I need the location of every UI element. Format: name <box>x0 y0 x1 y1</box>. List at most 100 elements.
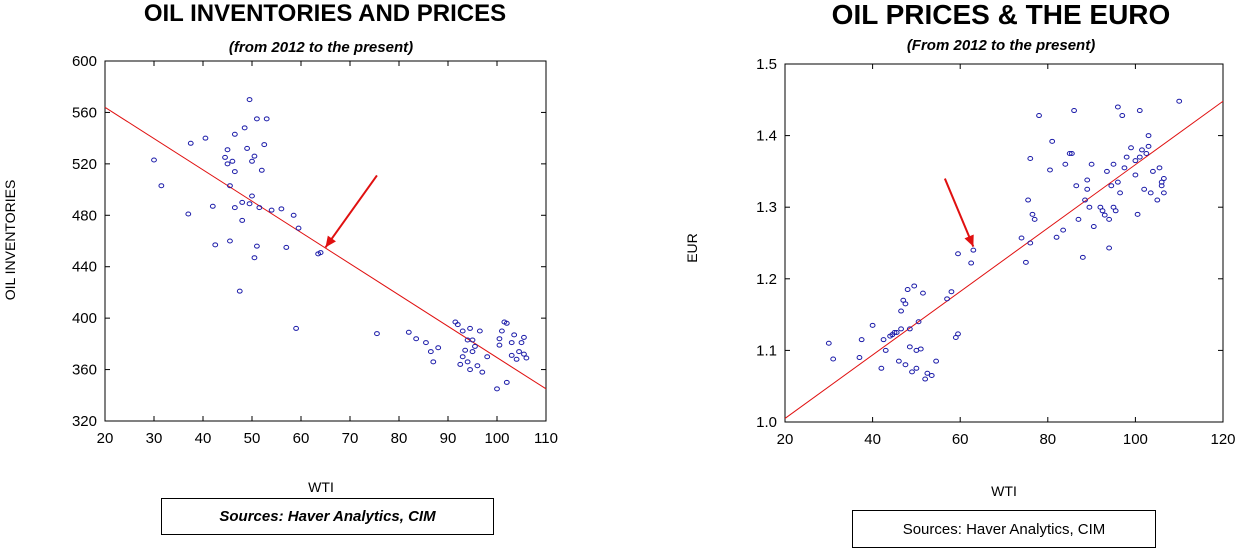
chart1-data-point <box>516 349 522 355</box>
chart1-x-tick-label: 60 <box>293 430 310 447</box>
chart2-x-axis-label: WTI <box>991 483 1017 499</box>
chart2-data-point <box>944 296 950 302</box>
chart2-arrow-shaft <box>943 178 975 247</box>
chart2-x-tick-label: 100 <box>1123 431 1148 448</box>
chart1-y-tick-label: 320 <box>72 413 97 430</box>
chart2-x-tick-label: 40 <box>864 431 881 448</box>
chart1-data-point <box>227 183 233 189</box>
chart1-data-point <box>479 369 486 375</box>
chart2-data-point <box>933 358 940 364</box>
chart1-data-point <box>249 193 255 199</box>
chart2-data-point <box>1084 186 1091 192</box>
chart2-data-point <box>1150 168 1156 174</box>
chart2-data-point <box>1101 212 1108 218</box>
chart2-data-point <box>1060 227 1067 233</box>
chart2-data-point <box>1066 151 1073 156</box>
chart1-y-axis-label: OIL INVENTORIES <box>2 180 18 301</box>
chart2-data-point <box>1075 216 1082 222</box>
chart2-data-point <box>1136 108 1143 114</box>
chart1-data-point <box>246 97 253 103</box>
chart1-data-point <box>239 199 246 205</box>
chart2-data-point <box>1132 172 1139 178</box>
chart2-data-point <box>1027 240 1034 246</box>
chart1-data-point <box>244 145 251 151</box>
chart2-data-point <box>1176 98 1183 104</box>
chart1-data-point <box>513 356 520 362</box>
chart2-data-point <box>917 346 924 352</box>
chart2-data-point <box>920 290 926 296</box>
chart2-data-point <box>1136 154 1143 160</box>
chart1-x-tick-label: 110 <box>534 430 558 447</box>
chart1-x-axis-label: WTI <box>308 479 334 495</box>
chart1-data-point <box>158 183 165 189</box>
chart1-data-point <box>499 328 505 334</box>
chart1-data-point <box>508 340 515 346</box>
chart2-data-point <box>869 322 876 328</box>
chart1-data-point <box>227 238 233 244</box>
chart1-data-point <box>518 340 525 346</box>
chart1-y-tick-label: 600 <box>72 53 97 70</box>
chart1-x-tick-label: 100 <box>484 430 509 447</box>
chart2-data-point <box>1023 259 1029 265</box>
chart2-data-point <box>968 260 975 266</box>
chart1-data-point <box>290 212 297 218</box>
chart2-plot-frame <box>784 63 1224 423</box>
chart2-data-point <box>1053 234 1060 240</box>
chart1-data-point <box>317 250 324 256</box>
chart2-data-point <box>915 319 922 325</box>
chart1-data-point <box>459 354 466 360</box>
chart1-data-point <box>521 334 527 340</box>
chart1-data-point <box>503 379 510 385</box>
chart1-data-point <box>374 331 380 337</box>
chart1-data-point <box>187 140 194 146</box>
chart2-data-point <box>906 344 913 350</box>
chart2-data-point <box>1143 151 1150 156</box>
chart1-y-tick-label: 440 <box>72 259 97 276</box>
chart2-data-point <box>1112 208 1119 214</box>
chart2-source-box: Sources: Haver Analytics, CIM <box>852 510 1156 548</box>
chart1-data-point <box>268 207 275 213</box>
chart1-data-point <box>209 203 216 209</box>
chart2-data-point <box>1071 108 1077 114</box>
chart1-data-point <box>405 329 412 335</box>
chart1-x-tick-label: 20 <box>97 430 114 447</box>
chart2-data-point <box>878 365 885 371</box>
chart1-data-point <box>474 363 481 369</box>
chart2-data-point <box>1047 167 1053 173</box>
chart1-data-point <box>472 343 478 349</box>
chart1-data-point <box>467 325 473 331</box>
chart2-data-point <box>1084 177 1091 183</box>
chart1-y-tick-label: 480 <box>72 207 97 224</box>
chart2-y-tick-label: 1.1 <box>756 342 777 359</box>
chart2-subtitle: (From 2012 to the present) <box>907 37 1095 54</box>
chart2-x-tick-label: 120 <box>1210 431 1235 448</box>
chart2-data-point <box>924 370 931 376</box>
chart1-data-point <box>423 340 429 346</box>
chart2-data-point <box>1106 245 1113 251</box>
chart2-data-point <box>1068 151 1075 156</box>
chart2-data-point <box>1114 104 1121 110</box>
chart2-data-point <box>1128 145 1134 151</box>
chart2-data-point <box>1132 158 1139 164</box>
chart2-data-point <box>825 340 832 346</box>
chart1-data-point <box>295 225 302 231</box>
chart2-data-point <box>1025 197 1031 203</box>
chart1-data-point <box>185 211 192 217</box>
chart1-data-point <box>261 142 268 148</box>
chart1-data-point <box>494 386 500 392</box>
chart1-data-point <box>241 125 248 131</box>
chart1-y-tick-label: 560 <box>72 104 97 121</box>
chart1-data-point <box>246 201 253 207</box>
chart2-data-point <box>1134 211 1141 217</box>
chart2-data-point <box>1145 133 1152 139</box>
chart2-data-point <box>1062 161 1069 167</box>
chart2-data-point <box>830 356 837 362</box>
chart1-data-point <box>202 135 209 141</box>
chart2-data-point <box>1031 216 1038 222</box>
chart1-x-tick-label: 40 <box>195 430 212 447</box>
chart2-data-point <box>1106 216 1113 222</box>
chart2-data-point <box>1073 183 1080 189</box>
chart1-data-point <box>503 320 510 326</box>
chart1-data-point <box>496 336 503 342</box>
